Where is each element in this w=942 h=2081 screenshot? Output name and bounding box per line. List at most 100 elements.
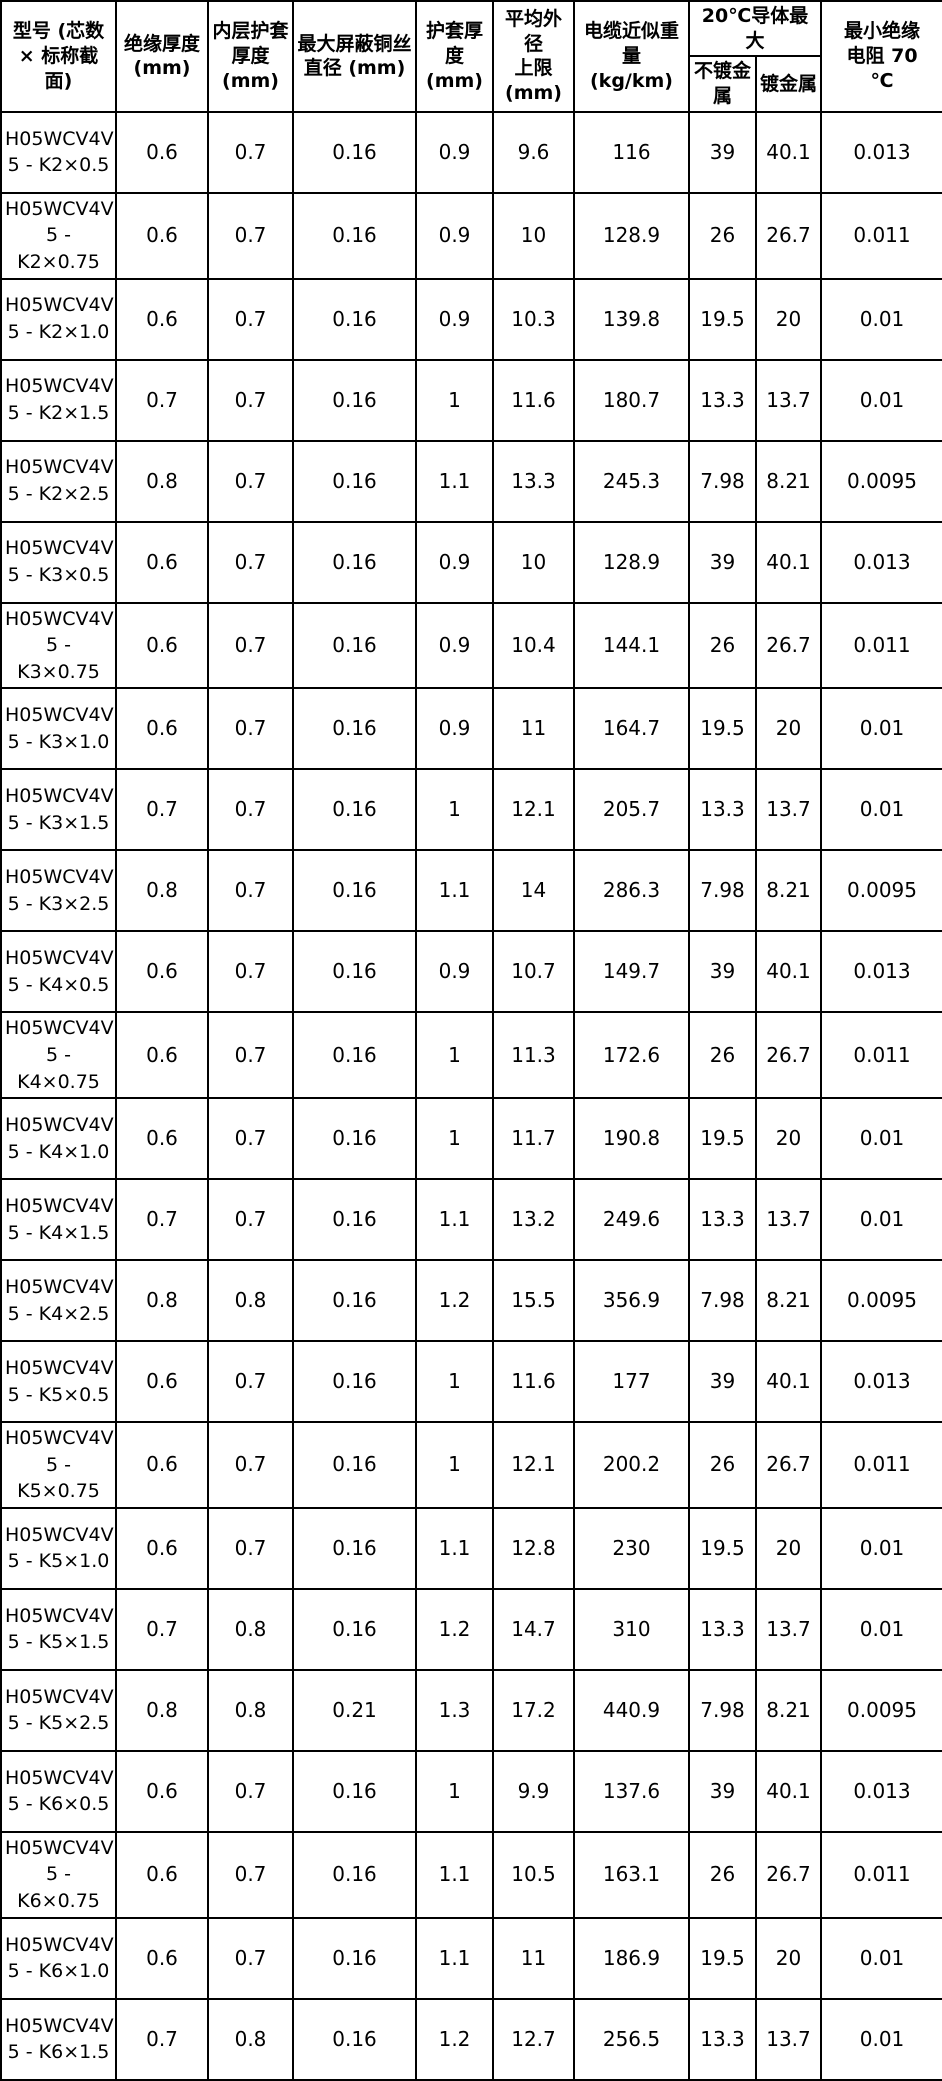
insulation_thickness-cell: 0.7	[115, 1178, 209, 1262]
avg_outer_diameter_max-cell: 11.7	[492, 1097, 575, 1181]
model-cell: H05WCV4V 5 - K2×1.0	[0, 277, 117, 361]
approx_weight-cell: 186.9	[573, 1916, 690, 2000]
table-row: H05WCV4V 5 - K3×1.0 0.6 0.7 0.16 0.9 11 164.7 1…	[0, 687, 942, 771]
avg_outer_diameter_max-cell: 11.3	[492, 1011, 575, 1100]
inner_sheath_thickness-cell: 0.7	[207, 520, 294, 604]
min_insulation_resistance-cell: 0.013	[820, 520, 942, 604]
unplated_metal-cell: 39	[688, 930, 757, 1014]
model-cell: H05WCV4V 5 - K5×1.0	[0, 1506, 117, 1590]
insulation_thickness-cell: 0.6	[115, 520, 209, 604]
min_insulation_resistance-cell: 0.01	[820, 1587, 942, 1671]
avg_outer_diameter_max-cell: 13.2	[492, 1178, 575, 1262]
header-unplated-metal: 不镀金 属	[688, 55, 757, 113]
table-row: H05WCV4V 5 - K3×1.5 0.7 0.7 0.16 1 12.1 205.7 1…	[0, 768, 942, 852]
unplated_metal-cell: 13.3	[688, 1587, 757, 1671]
plated_metal-cell: 20	[754, 277, 823, 361]
model-cell: H05WCV4V 5 - K2×0.5	[0, 110, 117, 194]
avg_outer_diameter_max-cell: 10	[492, 520, 575, 604]
sheath_thickness-cell: 0.9	[415, 687, 494, 771]
table-header: 型号 (芯数 × 标称截 面) 绝缘厚度 (mm) 内层护套 厚度 (mm) 最…	[0, 0, 942, 113]
max_shield_wire_diameter-cell: 0.16	[292, 687, 417, 771]
header-inner-sheath-thickness: 内层护套 厚度 (mm)	[207, 0, 294, 113]
plated_metal-cell: 20	[754, 1916, 823, 2000]
insulation_thickness-cell: 0.6	[115, 110, 209, 194]
table-row: H05WCV4V 5 - K4×2.5 0.8 0.8 0.16 1.2 15.5 356.…	[0, 1259, 942, 1343]
plated_metal-cell: 20	[754, 687, 823, 771]
approx_weight-cell: 200.2	[573, 1421, 690, 1509]
min_insulation_resistance-cell: 0.01	[820, 1506, 942, 1590]
model-cell: H05WCV4V 5 - K2×0.75	[0, 191, 117, 280]
approx_weight-cell: 180.7	[573, 358, 690, 442]
inner_sheath_thickness-cell: 0.7	[207, 1011, 294, 1100]
max_shield_wire_diameter-cell: 0.16	[292, 601, 417, 690]
sheath_thickness-cell: 1.2	[415, 1587, 494, 1671]
sheath_thickness-cell: 1.1	[415, 1506, 494, 1590]
min_insulation_resistance-cell: 0.01	[820, 277, 942, 361]
min_insulation_resistance-cell: 0.01	[820, 1097, 942, 1181]
avg_outer_diameter_max-cell: 10.4	[492, 601, 575, 690]
unplated_metal-cell: 13.3	[688, 1178, 757, 1262]
min_insulation_resistance-cell: 0.01	[820, 1916, 942, 2000]
min_insulation_resistance-cell: 0.0095	[820, 849, 942, 933]
insulation_thickness-cell: 0.6	[115, 1749, 209, 1833]
model-cell: H05WCV4V 5 - K4×0.5	[0, 930, 117, 1014]
plated_metal-cell: 26.7	[754, 601, 823, 690]
header-insulation-thickness: 绝缘厚度 (mm)	[115, 0, 209, 113]
insulation_thickness-cell: 0.6	[115, 1421, 209, 1509]
max_shield_wire_diameter-cell: 0.16	[292, 110, 417, 194]
table-row: H05WCV4V 5 - K2×2.5 0.8 0.7 0.16 1.1 13.3 245.…	[0, 439, 942, 523]
max_shield_wire_diameter-cell: 0.16	[292, 849, 417, 933]
inner_sheath_thickness-cell: 0.7	[207, 1097, 294, 1181]
approx_weight-cell: 310	[573, 1587, 690, 1671]
inner_sheath_thickness-cell: 0.7	[207, 849, 294, 933]
table-row: H05WCV4V 5 - K2×0.5 0.6 0.7 0.16 0.9 9.6 116 39…	[0, 110, 942, 194]
sheath_thickness-cell: 1	[415, 1340, 494, 1424]
table-row: H05WCV4V 5 - K6×0.75 0.6 0.7 0.16 1.1 10.5 163…	[0, 1830, 942, 1919]
min_insulation_resistance-cell: 0.0095	[820, 439, 942, 523]
min_insulation_resistance-cell: 0.0095	[820, 1259, 942, 1343]
model-cell: H05WCV4V 5 - K6×1.0	[0, 1916, 117, 2000]
unplated_metal-cell: 39	[688, 1340, 757, 1424]
min_insulation_resistance-cell: 0.011	[820, 191, 942, 280]
sheath_thickness-cell: 1	[415, 1749, 494, 1833]
model-cell: H05WCV4V 5 - K4×1.5	[0, 1178, 117, 1262]
table-row: H05WCV4V 5 - K3×0.5 0.6 0.7 0.16 0.9 10 128.9 3…	[0, 520, 942, 604]
unplated_metal-cell: 13.3	[688, 1997, 757, 2081]
min_insulation_resistance-cell: 0.011	[820, 601, 942, 690]
avg_outer_diameter_max-cell: 11	[492, 687, 575, 771]
model-cell: H05WCV4V 5 - K4×1.0	[0, 1097, 117, 1181]
unplated_metal-cell: 13.3	[688, 768, 757, 852]
inner_sheath_thickness-cell: 0.7	[207, 1749, 294, 1833]
insulation_thickness-cell: 0.7	[115, 358, 209, 442]
avg_outer_diameter_max-cell: 11.6	[492, 358, 575, 442]
model-cell: H05WCV4V 5 - K4×2.5	[0, 1259, 117, 1343]
model-cell: H05WCV4V 5 - K6×1.5	[0, 1997, 117, 2081]
approx_weight-cell: 245.3	[573, 439, 690, 523]
inner_sheath_thickness-cell: 0.7	[207, 930, 294, 1014]
sheath_thickness-cell: 0.9	[415, 520, 494, 604]
unplated_metal-cell: 39	[688, 1749, 757, 1833]
min_insulation_resistance-cell: 0.01	[820, 1178, 942, 1262]
max_shield_wire_diameter-cell: 0.16	[292, 1830, 417, 1919]
inner_sheath_thickness-cell: 0.7	[207, 768, 294, 852]
insulation_thickness-cell: 0.6	[115, 1830, 209, 1919]
sheath_thickness-cell: 1	[415, 1097, 494, 1181]
insulation_thickness-cell: 0.8	[115, 1668, 209, 1752]
plated_metal-cell: 13.7	[754, 768, 823, 852]
insulation_thickness-cell: 0.7	[115, 1997, 209, 2081]
unplated_metal-cell: 7.98	[688, 439, 757, 523]
inner_sheath_thickness-cell: 0.7	[207, 1340, 294, 1424]
insulation_thickness-cell: 0.6	[115, 1011, 209, 1100]
plated_metal-cell: 13.7	[754, 358, 823, 442]
unplated_metal-cell: 13.3	[688, 358, 757, 442]
model-cell: H05WCV4V 5 - K5×1.5	[0, 1587, 117, 1671]
header-conductor-group: 20℃导体最大	[687, 0, 823, 58]
approx_weight-cell: 190.8	[573, 1097, 690, 1181]
inner_sheath_thickness-cell: 0.8	[207, 1997, 294, 2081]
table-row: H05WCV4V 5 - K2×1.5 0.7 0.7 0.16 1 11.6 180.7 1…	[0, 358, 942, 442]
model-cell: H05WCV4V 5 - K3×2.5	[0, 849, 117, 933]
avg_outer_diameter_max-cell: 11	[492, 1916, 575, 2000]
min_insulation_resistance-cell: 0.013	[820, 1749, 942, 1833]
sheath_thickness-cell: 1.1	[415, 849, 494, 933]
max_shield_wire_diameter-cell: 0.16	[292, 1587, 417, 1671]
